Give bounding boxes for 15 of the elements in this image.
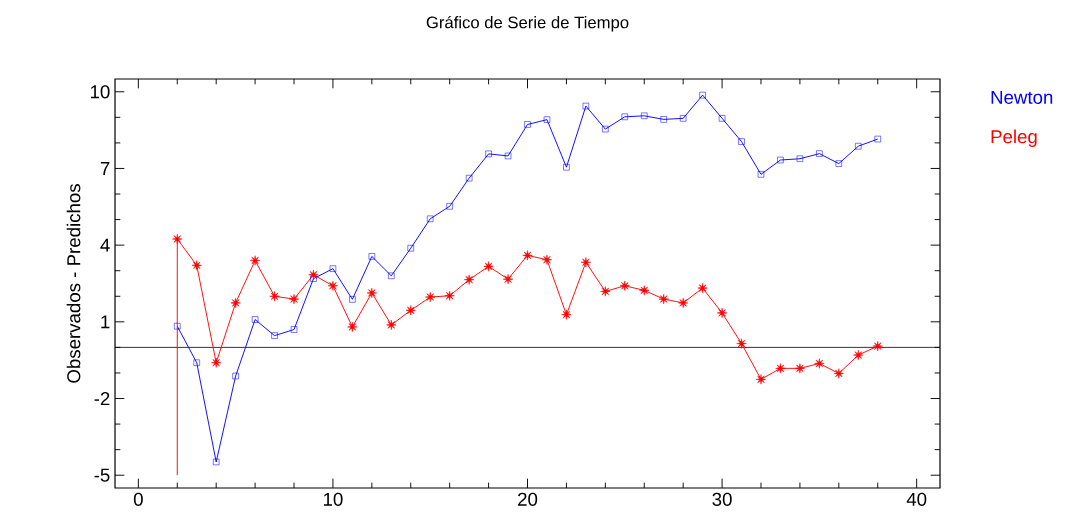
y-tick-label: -2 — [94, 391, 110, 406]
x-tick-label: 20 — [518, 492, 538, 506]
y-axis-title: Observados - Predichos — [66, 184, 81, 383]
y-tick-label: 4 — [100, 238, 110, 252]
y-tick-label: 1 — [101, 315, 110, 329]
y-tick-label: -5 — [94, 468, 110, 482]
x-tick-label: 0 — [133, 492, 143, 506]
text: Peleg — [991, 129, 1037, 147]
text: Newton — [991, 90, 1053, 104]
chart-title: Gráfico de Serie de Tiempo — [426, 15, 629, 32]
x-tick-label: 10 — [323, 492, 343, 506]
y-tick-label: 10 — [90, 85, 110, 99]
x-tick-label: 30 — [712, 492, 732, 506]
x-tick-label: 40 — [906, 492, 927, 506]
y-tick-label: 7 — [100, 162, 110, 175]
